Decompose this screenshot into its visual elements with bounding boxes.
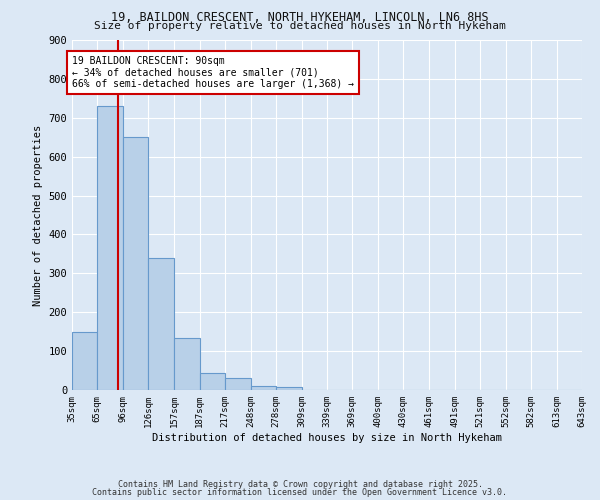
Text: Size of property relative to detached houses in North Hykeham: Size of property relative to detached ho… [94,21,506,31]
Bar [251,386,276,390]
Text: Contains public sector information licensed under the Open Government Licence v3: Contains public sector information licen… [92,488,508,497]
Bar [175,338,199,390]
Text: 19, BAILDON CRESCENT, NORTH HYKEHAM, LINCOLN, LN6 8HS: 19, BAILDON CRESCENT, NORTH HYKEHAM, LIN… [111,11,489,24]
Bar [72,332,97,390]
Bar [148,258,175,390]
Text: 19 BAILDON CRESCENT: 90sqm
← 34% of detached houses are smaller (701)
66% of sem: 19 BAILDON CRESCENT: 90sqm ← 34% of deta… [72,56,354,89]
Y-axis label: Number of detached properties: Number of detached properties [33,124,43,306]
Bar [123,137,148,390]
Bar [97,106,123,390]
Bar [224,378,251,390]
Bar [276,388,302,390]
Text: Contains HM Land Registry data © Crown copyright and database right 2025.: Contains HM Land Registry data © Crown c… [118,480,482,489]
X-axis label: Distribution of detached houses by size in North Hykeham: Distribution of detached houses by size … [152,432,502,442]
Bar [199,372,224,390]
